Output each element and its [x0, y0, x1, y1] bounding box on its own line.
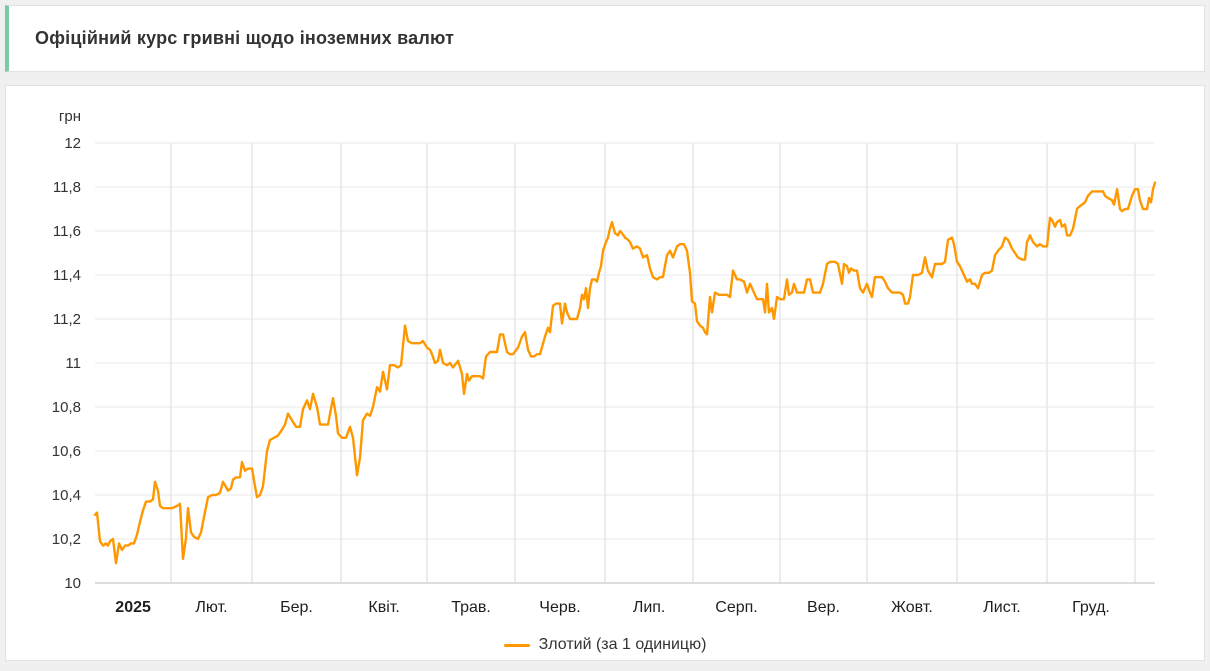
x-tick-label: Серп.: [715, 599, 757, 616]
x-tick-label: Жовт.: [891, 599, 933, 616]
x-tick-label: Груд.: [1072, 599, 1110, 616]
chart-legend[interactable]: Злотий (за 1 одиницю): [6, 636, 1204, 654]
y-tick-label: 10,6: [52, 443, 81, 460]
y-axis-unit-label: грн: [59, 108, 81, 125]
page-title: Офіційний курс гривні щодо іноземних вал…: [35, 28, 455, 48]
x-tick-label: Лист.: [983, 599, 1020, 616]
y-tick-label: 11,6: [53, 223, 81, 240]
x-tick-label: Лют.: [195, 599, 227, 616]
exchange-rate-line-chart[interactable]: 10 10,2 10,4 10,6 10,8 11 11,2 11,4 11,6 11,8 12 гр…: [6, 86, 1204, 626]
y-tick-label: 11,4: [53, 267, 81, 284]
x-tick-label: Бер.: [280, 599, 313, 616]
x-tick-label: Трав.: [451, 599, 491, 616]
x-tick-label: Вер.: [807, 599, 840, 616]
y-tick-label: 10,8: [52, 399, 81, 416]
y-tick-label: 11,8: [53, 179, 81, 196]
y-tick-label: 10,4: [52, 487, 81, 504]
x-tick-label: Черв.: [539, 599, 580, 616]
y-tick-label: 10,2: [52, 531, 81, 548]
legend-line-swatch: [503, 643, 530, 647]
legend-label: Злотий (за 1 одиницю): [538, 636, 707, 653]
y-tick-label: 12: [64, 135, 81, 152]
y-tick-label: 11,2: [53, 311, 81, 328]
x-tick-label: 2025: [115, 599, 151, 616]
y-tick-label: 10: [64, 575, 81, 592]
x-tick-label: Лип.: [633, 599, 666, 616]
y-tick-label: 11: [65, 355, 81, 372]
series-line-zloty: [93, 181, 1157, 565]
chart-card: 10 10,2 10,4 10,6 10,8 11 11,2 11,4 11,6 11,8 12 гр…: [5, 85, 1205, 661]
title-card: Офіційний курс гривні щодо іноземних вал…: [5, 5, 1205, 72]
x-tick-label: Квіт.: [368, 599, 399, 616]
